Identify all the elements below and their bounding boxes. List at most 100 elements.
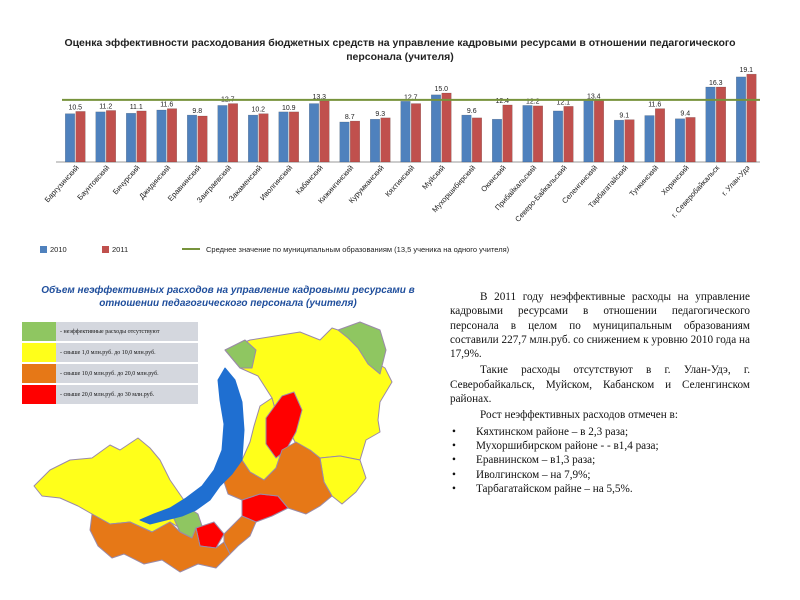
map-lake <box>139 367 245 525</box>
bar-2010 <box>278 111 289 163</box>
bar-2010 <box>583 100 594 163</box>
bar-2011 <box>655 108 665 163</box>
bar-2010 <box>370 118 380 163</box>
map-region-red-1 <box>265 391 303 459</box>
map-legend-item: - неэффективные расходы отсутствуют <box>22 322 198 341</box>
data-label: 9.4 <box>680 110 690 117</box>
bar-2010 <box>309 103 319 163</box>
bar-2011 <box>716 86 726 163</box>
bar-2010 <box>95 111 106 163</box>
map-legend-item: - свыше 1,0 млн.руб. до 10,0 млн.руб. <box>22 343 198 362</box>
x-tick-label: Кабанский <box>294 163 325 196</box>
legend-label: - неэффективные расходы отсутствуют <box>60 328 160 335</box>
plot-area: 10.5 Баргузинский 11.2 Баунтовский 11.1 Бичур… <box>43 67 760 224</box>
data-label: 11.6 <box>648 102 661 109</box>
bar-2010 <box>736 76 746 163</box>
bar-2011 <box>136 110 147 163</box>
bar-2010 <box>248 114 258 163</box>
x-tick-label: Муйский <box>420 163 447 191</box>
data-label: 16.3 <box>709 80 723 87</box>
data-label: 10.5 <box>68 104 82 111</box>
bar-2010 <box>644 115 655 163</box>
bar-2011 <box>411 103 421 163</box>
bar-2011 <box>441 92 452 163</box>
x-tick-label: Бичурский <box>111 163 142 196</box>
bar-2011 <box>746 73 757 163</box>
x-tick-label: г. Улан-Удэ <box>720 163 752 197</box>
bar-2011 <box>75 111 86 163</box>
bar-2010 <box>126 112 136 163</box>
data-label: 10.9 <box>282 105 296 112</box>
bar-2011 <box>533 105 543 163</box>
chart-legend: 2010 2011 Среднее значение по муниципальны… <box>40 245 510 254</box>
list-item: Иволгинском – на 7,9%; <box>450 468 750 483</box>
data-label: 9.8 <box>192 108 202 115</box>
bar-2010 <box>431 94 441 163</box>
x-tick-label: Хоринский <box>659 163 690 197</box>
legend-swatch <box>40 246 47 253</box>
data-label: 12.7 <box>404 94 418 101</box>
bar-2011 <box>319 100 330 163</box>
data-label: 19.1 <box>739 67 753 74</box>
list-item: Мухоршибирском районе - - в1,4 раза; <box>450 439 750 454</box>
bar-2010 <box>156 109 167 163</box>
bar-2010 <box>675 118 685 163</box>
x-tick-label: Баунтовский <box>75 163 111 202</box>
bar-2010 <box>553 110 563 163</box>
map-region-orange-3 <box>223 515 257 555</box>
map-heading: Объем неэффективных расходов на управлен… <box>41 285 415 309</box>
bar-2010 <box>461 114 472 163</box>
legend-label: - свыше 10,0 млн.руб. до 20,0 млн.руб. <box>60 370 159 377</box>
x-tick-label: Тункинский <box>627 163 660 198</box>
bar-2010 <box>492 118 502 163</box>
bar-2011 <box>350 120 360 163</box>
data-label: 12.4 <box>495 98 509 105</box>
legend-label: - свыше 20,0 млн.руб. до 30 млн.руб. <box>60 391 155 398</box>
bar-2011 <box>228 103 238 163</box>
list-item: Кяхтинском районе – в 2,3 раза; <box>450 425 750 440</box>
legend-label: - свыше 1,0 млн.руб. до 10,0 млн.руб. <box>60 349 156 356</box>
data-label: 8.7 <box>345 114 355 121</box>
bar-2011 <box>197 115 208 163</box>
data-label: 9.3 <box>375 111 385 118</box>
bar-2011 <box>380 117 391 163</box>
legend-swatch <box>22 385 56 404</box>
data-label: 13.4 <box>587 93 601 100</box>
bar-chart: 10.5 Баргузинский 11.2 Баунтовский 11.1 Бичур… <box>40 67 760 254</box>
data-label: 15.0 <box>434 86 448 93</box>
bar-2011 <box>594 100 604 163</box>
list-item: Еравнинском – в1,3 раза; <box>450 453 750 468</box>
legend-label: Среднее значение по муниципальным образо… <box>206 245 510 254</box>
bar-2010 <box>705 86 716 163</box>
x-tick-label: Северо-Байкальский <box>513 163 569 223</box>
map-legend-item: - свыше 20,0 млн.руб. до 30 млн.руб. <box>22 385 198 404</box>
bar-2010 <box>522 105 533 163</box>
paragraph: Такие расходы отсутствуют в г. Улан-Удэ,… <box>450 364 750 406</box>
legend-label: 2010 <box>50 245 67 254</box>
bullet-list: Кяхтинском районе – в 2,3 раза; Мухоршиб… <box>450 425 750 497</box>
legend-swatch <box>102 246 109 253</box>
map-region-yellow-west <box>33 437 199 535</box>
map-region-orange-1 <box>219 441 333 515</box>
bar-2011 <box>563 106 574 163</box>
bar-2010 <box>65 113 75 163</box>
legend-swatch <box>22 322 56 341</box>
bar-2011 <box>167 108 177 163</box>
x-tick-label: Баргузинский <box>43 163 81 204</box>
data-label: 9.6 <box>467 108 477 115</box>
legend-swatch <box>22 343 56 362</box>
x-tick-label: Окинский <box>479 163 508 193</box>
bar-2010 <box>339 121 350 163</box>
data-label: 9.1 <box>619 113 629 120</box>
legend-label: 2011 <box>112 245 128 254</box>
data-label: 11.6 <box>160 102 173 109</box>
data-label: 13.3 <box>312 94 326 101</box>
map-legend: - неэффективные расходы отсутствуют - св… <box>22 322 198 406</box>
summary-text: В 2011 году неэффективные расходы на упр… <box>450 290 750 496</box>
bar-2011 <box>685 117 696 163</box>
bar-2011 <box>289 111 299 163</box>
map-legend-item: - свыше 10,0 млн.руб. до 20,0 млн.руб. <box>22 364 198 383</box>
chart-title: Оценка эффективности расходования бюджет… <box>64 37 736 63</box>
paragraph: В 2011 году неэффективные расходы на упр… <box>450 291 750 361</box>
bar-2010 <box>614 119 624 163</box>
